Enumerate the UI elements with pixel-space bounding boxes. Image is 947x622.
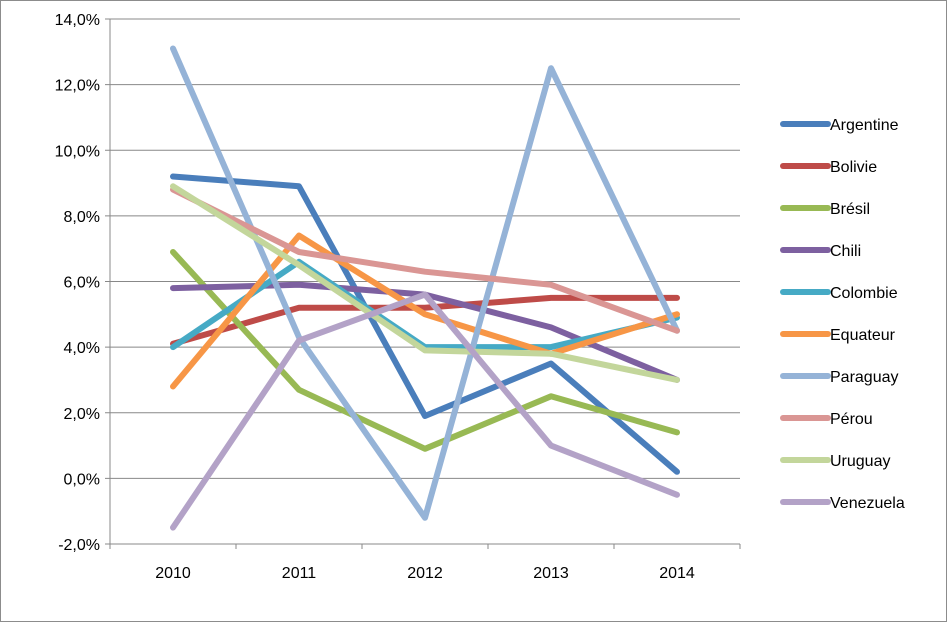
legend-label: Pérou — [830, 411, 873, 428]
y-tick-label: 4,0% — [64, 340, 100, 357]
legend-label: Equateur — [830, 327, 896, 344]
series-lines — [170, 45, 680, 531]
y-tick-label: 0,0% — [64, 471, 100, 488]
series-line-pérou — [170, 186, 680, 334]
series-line-venezuela — [170, 291, 680, 531]
y-axis-tick-labels: -2,0% 0,0% 2,0% 4,0% 6,0% 8,0% 10,0% 12,0% 14,0% — [55, 12, 100, 554]
legend: Argentine Bolivie Brésil Chili Colombie Equat… — [780, 117, 905, 512]
legend-label: Paraguay — [830, 369, 899, 386]
series-line-brésil — [170, 249, 680, 452]
y-tick-label: 8,0% — [64, 209, 100, 226]
legend-label: Argentine — [830, 117, 899, 134]
x-tick-label: 2012 — [407, 565, 443, 582]
legend-label: Bolivie — [830, 159, 877, 176]
x-tick-label: 2013 — [533, 565, 569, 582]
series-line-equateur — [170, 232, 680, 390]
legend-label: Chili — [830, 243, 861, 260]
y-tick-label: 2,0% — [64, 406, 100, 423]
y-tick-label: -2,0% — [58, 537, 100, 554]
x-tick-label: 2010 — [155, 565, 191, 582]
y-tick-label: 14,0% — [55, 12, 100, 29]
gridlines — [110, 18, 740, 479]
y-tick-label: 12,0% — [55, 78, 100, 95]
series-line-uruguay — [170, 183, 680, 383]
axes — [105, 18, 741, 549]
legend-label: Colombie — [830, 285, 898, 302]
legend-label: Uruguay — [830, 453, 890, 470]
x-tick-label: 2011 — [282, 565, 317, 582]
series-line-argentine — [170, 173, 680, 475]
y-tick-label: 10,0% — [55, 143, 100, 160]
y-tick-label: 6,0% — [64, 275, 100, 292]
x-axis-tick-labels: 2010 2011 2012 2013 2014 — [155, 565, 695, 582]
legend-label: Brésil — [830, 201, 870, 218]
x-tick-label: 2014 — [659, 565, 695, 582]
legend-label: Venezuela — [830, 495, 905, 512]
